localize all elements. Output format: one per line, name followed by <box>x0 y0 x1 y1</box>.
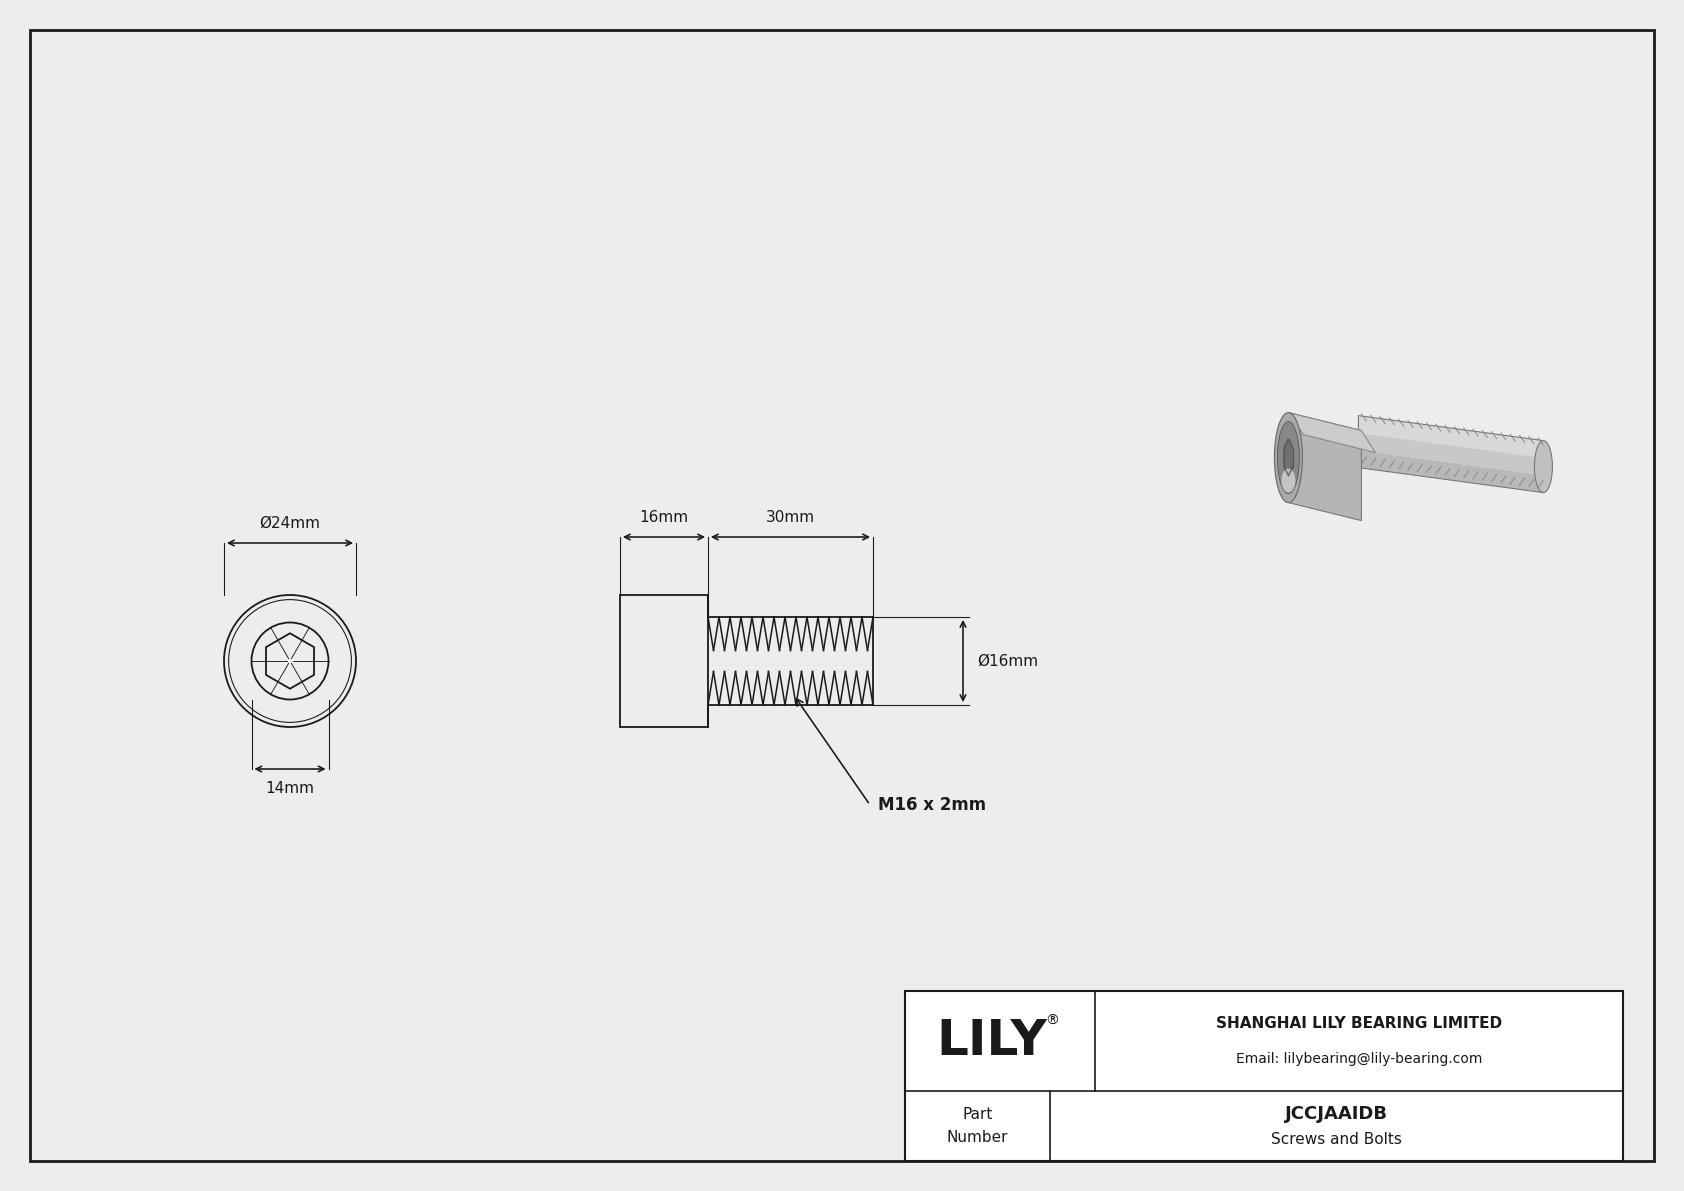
Ellipse shape <box>1283 438 1295 476</box>
Text: LILY: LILY <box>936 1017 1047 1065</box>
Text: JCCJAAIDB: JCCJAAIDB <box>1285 1105 1388 1123</box>
Polygon shape <box>1359 434 1544 475</box>
Ellipse shape <box>1534 441 1553 493</box>
Bar <box>904 991 1623 1161</box>
Ellipse shape <box>1275 412 1302 503</box>
Ellipse shape <box>1278 422 1300 493</box>
Text: ®: ® <box>1046 1014 1059 1028</box>
Bar <box>620 596 707 727</box>
Text: M16 x 2mm: M16 x 2mm <box>877 796 987 813</box>
Text: 16mm: 16mm <box>640 510 689 525</box>
Text: Email: lilybearing@lily-bearing.com: Email: lilybearing@lily-bearing.com <box>1236 1052 1482 1066</box>
Text: Ø16mm: Ø16mm <box>977 654 1037 668</box>
Text: SHANGHAI LILY BEARING LIMITED: SHANGHAI LILY BEARING LIMITED <box>1216 1016 1502 1030</box>
Text: Ø24mm: Ø24mm <box>259 516 320 531</box>
Polygon shape <box>1359 416 1544 457</box>
Polygon shape <box>1359 450 1544 493</box>
Polygon shape <box>1288 412 1361 520</box>
Polygon shape <box>1288 412 1376 453</box>
Text: 30mm: 30mm <box>766 510 815 525</box>
Ellipse shape <box>1282 468 1295 493</box>
Text: Part
Number: Part Number <box>946 1108 1009 1145</box>
Text: 14mm: 14mm <box>266 781 315 796</box>
Text: Screws and Bolts: Screws and Bolts <box>1271 1133 1403 1147</box>
